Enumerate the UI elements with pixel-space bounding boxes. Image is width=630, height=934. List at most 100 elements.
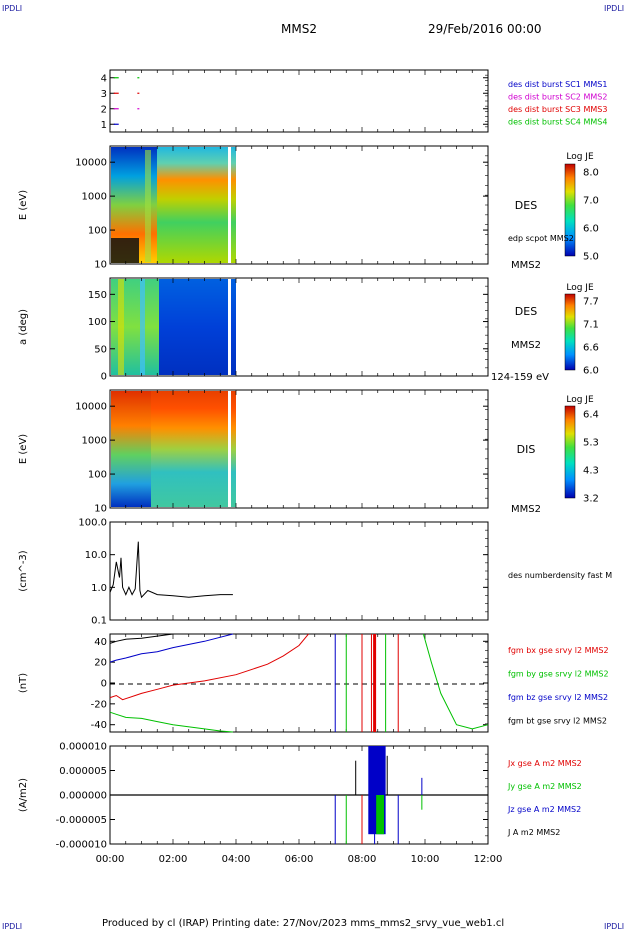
y-tick-label-curr: 0.000005 [59,766,107,777]
density-panel-frame [109,521,489,621]
bfield-legend-item: fgm by gse srvy l2 MMS2 [508,670,609,679]
burst-legend-item: des dist burst SC3 MMS3 [508,105,607,114]
y-tick-label-burst: 4 [101,73,107,84]
y-tick-label-dens: 100.0 [78,518,107,529]
bfield-by-line [422,633,489,730]
corner-label-bottom-right: IPDLI [604,922,625,931]
y-tick-label-bfld: 40 [94,637,107,648]
y-tick-label-curr: 0.000000 [59,791,107,802]
bfield-by-line [109,711,233,733]
y-tick-label-bfld: 0 [101,679,107,690]
current-legend-item: J A m2 MMS2 [507,828,560,837]
dis-energy-colorbar-tick: 3.2 [583,494,599,505]
current-legend-item: Jx gse A m2 MMS2 [507,759,582,768]
des-pitch-energy-band: 124-159 eV [491,372,549,383]
des-pitch-species: DES [515,305,537,318]
spacecraft-title: MMS2 [281,22,317,36]
dis-energy-colorbar-tick: 4.3 [583,466,599,477]
y-tick-label-desE: 10 [94,260,107,271]
des-pitch-colorbar-tick: 7.1 [583,320,599,331]
x-tick-label: 10:00 [411,854,440,865]
y-tick-label-disE: 10000 [75,402,107,413]
dis-energy-colorbar-tick: 5.3 [583,438,599,449]
dis-energy-colorbar [564,405,576,499]
density-ylabel: (cm^-3) [18,550,29,591]
corner-label-bottom-left: IPDLI [2,922,23,931]
y-tick-label-desP: 150 [88,290,107,301]
des-energy-ylabel: E (eV) [18,190,29,220]
y-tick-label-dens: 10.0 [85,550,107,561]
corner-label-top-right: IPDLI [604,4,625,13]
current-legend-item: Jz gse A m2 MMS2 [507,805,581,814]
y-tick-label-bfld: 20 [94,658,107,669]
scpot-overlay-label: edp scpot MMS2 [508,234,574,243]
corner-label-top-left: IPDLI [2,4,23,13]
y-tick-label-disE: 100 [88,470,107,481]
y-tick-label-bfld: -20 [91,699,107,710]
bfield-legend-item: fgm bx gse srvy l2 MMS2 [508,646,609,655]
y-tick-label-burst: 2 [101,104,107,115]
x-tick-label: 04:00 [222,854,251,865]
dis-energy-species: DIS [517,443,536,456]
current-ylabel: (A/m2) [18,778,29,812]
des-energy-colorbar [564,163,576,257]
burst-panel-frame [109,69,489,133]
dis-energy-spacecraft: MMS2 [511,504,541,515]
y-tick-label-desE: 10000 [75,158,107,169]
bfield-bx-line [109,633,309,701]
y-tick-label-curr: -0.000005 [56,815,107,826]
y-tick-label-desE: 1000 [82,192,107,203]
burst-legend-item: des dist burst SC2 MMS2 [508,93,607,102]
bfield-ylabel: (nT) [18,673,29,693]
des-energy-spectrogram [111,147,236,263]
y-tick-label-disE: 10 [94,504,107,515]
burst-legend-item: des dist burst SC4 MMS4 [508,118,607,127]
dis-energy-colorbar-tick: 6.4 [583,410,599,421]
bfield-legend-item: fgm bz gse srvy l2 MMS2 [508,693,608,702]
des-pitch-ylabel: a (deg) [18,309,29,345]
des-energy-spacecraft: MMS2 [511,260,541,271]
dis-energy-spectrogram [111,391,236,507]
des-energy-colorbar-tick: 5.0 [583,252,599,263]
y-tick-label-burst: 1 [101,120,107,131]
density-line [109,541,233,599]
dis-energy-ylabel: E (eV) [18,434,29,464]
des-pitch-colorbar-tick: 7.7 [583,297,599,308]
y-tick-label-desE: 100 [88,226,107,237]
des-pitch-colorbar-tick: 6.6 [583,343,599,354]
y-tick-label-desP: 50 [94,344,107,355]
bfield-panel-frame [109,633,489,733]
x-tick-label: 00:00 [96,854,125,865]
des-energy-colorbar-tick: 7.0 [583,196,599,207]
current-legend-item: Jy gse A m2 MMS2 [507,782,582,791]
current-jy-block [376,795,385,835]
y-tick-label-disE: 1000 [82,436,107,447]
y-tick-label-curr: 0.000010 [59,742,107,753]
des-energy-colorbar-tick: 8.0 [583,168,599,179]
y-tick-label-desP: 100 [88,317,107,328]
y-tick-label-bfld: -40 [91,720,107,731]
des-pitch-spectrogram [111,279,236,375]
footer-credit: Produced by cl (IRAP) Printing date: 27/… [102,918,505,929]
bfield-legend-item: fgm bt gse srvy l2 MMS2 [508,717,607,726]
x-tick-label: 12:00 [474,854,503,865]
x-tick-label: 08:00 [348,854,377,865]
des-pitch-spacecraft: MMS2 [511,340,541,351]
y-tick-label-dens: 0.1 [91,616,107,627]
y-tick-label-desP: 0 [101,372,107,383]
bfield-bz-line [109,633,234,663]
y-tick-label-dens: 1.0 [91,583,107,594]
y-tick-label-curr: -0.000010 [56,840,107,851]
des-pitch-colorbar-title: Log JE [566,283,594,293]
des-pitch-colorbar-tick: 6.0 [583,366,599,377]
dis-energy-colorbar-title: Log JE [566,395,594,405]
datetime-title: 29/Feb/2016 00:00 [428,22,542,36]
des-energy-colorbar-title: Log JE [566,152,594,162]
y-tick-label-burst: 3 [101,89,107,100]
burst-legend-item: des dist burst SC1 MMS1 [508,80,607,89]
bfield-bt-line [109,633,174,644]
x-tick-label: 06:00 [285,854,314,865]
density-legend: des numberdensity fast M [508,571,612,580]
x-tick-label: 02:00 [159,854,188,865]
